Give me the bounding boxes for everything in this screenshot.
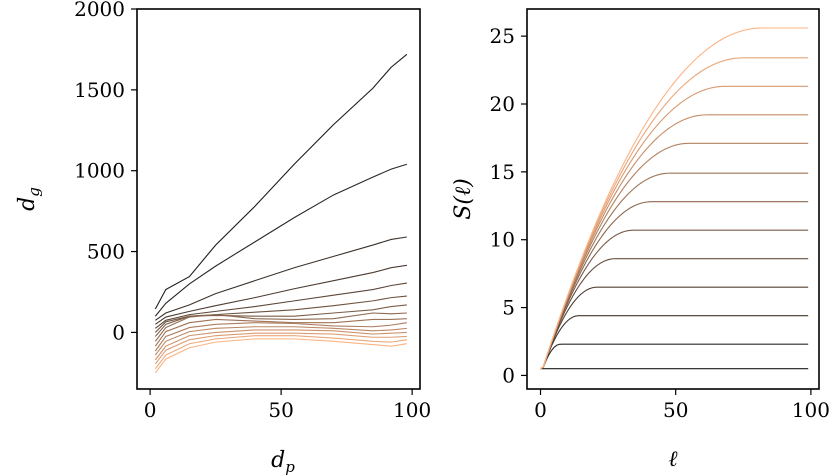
left-y-tick-label: 500 xyxy=(87,240,125,264)
left-axes-frame xyxy=(136,8,421,390)
left-series-line xyxy=(154,335,407,370)
left-x-tick: 50 xyxy=(268,389,294,422)
right-series-line xyxy=(540,201,809,370)
right-axes-frame xyxy=(526,8,820,390)
left-series-group xyxy=(154,53,408,374)
left-series-line xyxy=(154,163,408,317)
left-y-tick: 2000 xyxy=(74,0,137,21)
left-y-tick-label: 0 xyxy=(112,320,125,344)
left-y-tick-label: 1000 xyxy=(74,159,125,183)
left-series-line xyxy=(154,318,407,347)
right-series-group xyxy=(540,27,809,370)
right-series-line xyxy=(540,315,809,370)
left-y-tick-label: 2000 xyxy=(74,0,125,21)
right-series-line xyxy=(540,229,809,370)
right-y-tick: 0 xyxy=(502,363,527,387)
right-y-tick-label: 5 xyxy=(502,296,515,320)
left-x-tick: 0 xyxy=(144,389,157,422)
right-y-tick: 5 xyxy=(502,296,527,320)
right-x-tick: 50 xyxy=(663,389,688,422)
right-y-tick-label: 0 xyxy=(502,363,515,387)
right-series-line xyxy=(540,114,809,370)
left-y-tick-label: 1500 xyxy=(74,78,125,102)
right-y-tick: 25 xyxy=(490,24,527,48)
right-series-line xyxy=(540,142,809,370)
left-y-tick: 500 xyxy=(87,240,137,264)
left-series-line xyxy=(154,332,407,365)
right-y-tick: 20 xyxy=(490,92,527,116)
right-panel: 0 50 100 0 5 10 15 20 25 ℓ S(ℓ) xyxy=(451,8,830,472)
right-series-line xyxy=(540,286,809,370)
left-x-axis-label: dp xyxy=(271,448,295,475)
left-series-line xyxy=(154,295,407,333)
left-y-tick: 1500 xyxy=(74,78,137,102)
right-x-axis-label: ℓ xyxy=(668,447,678,472)
right-x-tick: 0 xyxy=(534,389,547,422)
left-series-line xyxy=(154,322,407,352)
left-x-tick-label: 0 xyxy=(144,398,157,422)
left-series-line xyxy=(155,282,407,329)
left-series-line xyxy=(154,329,407,361)
right-x-tick-label: 0 xyxy=(534,398,547,422)
right-x-tick-label: 100 xyxy=(792,398,830,422)
left-series-line xyxy=(154,338,407,374)
right-series-line xyxy=(540,57,809,370)
left-x-tick: 100 xyxy=(393,389,431,422)
right-y-tick-label: 20 xyxy=(490,92,515,116)
left-series-line xyxy=(155,264,407,325)
left-x-tick-label: 50 xyxy=(268,398,293,422)
left-y-tick: 0 xyxy=(112,320,137,344)
right-series-line xyxy=(540,85,809,370)
right-y-tick: 10 xyxy=(490,228,527,252)
right-y-tick-label: 10 xyxy=(490,228,515,252)
right-x-tick-label: 50 xyxy=(663,398,688,422)
left-y-tick: 1000 xyxy=(74,159,137,183)
right-y-tick-label: 15 xyxy=(490,160,515,184)
right-series-line xyxy=(540,27,809,370)
right-x-tick: 100 xyxy=(792,389,830,422)
right-series-line xyxy=(540,172,809,370)
right-ticks: 0 50 100 0 5 10 15 20 25 xyxy=(490,24,830,422)
left-series-line xyxy=(154,53,408,310)
left-y-axis-label: dg xyxy=(15,187,43,211)
right-y-tick-label: 25 xyxy=(490,24,515,48)
right-y-tick: 15 xyxy=(490,160,527,184)
right-series-line xyxy=(540,343,809,370)
left-series-line xyxy=(154,312,407,342)
left-series-line xyxy=(154,304,407,337)
left-x-tick-label: 100 xyxy=(393,398,431,422)
left-series-line xyxy=(154,326,407,356)
right-y-axis-label: S(ℓ) xyxy=(451,178,476,219)
right-series-line xyxy=(540,258,809,370)
left-series-line xyxy=(155,236,407,321)
